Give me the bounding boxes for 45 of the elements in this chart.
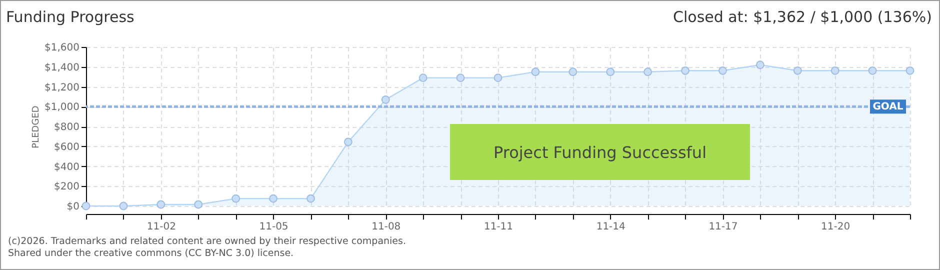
- y-tick-label: $1,000: [44, 102, 80, 114]
- y-tick-label: $800: [54, 122, 80, 133]
- point: [830, 66, 840, 75]
- x-tick-label: 11-20: [821, 222, 850, 232]
- ref-line-label: GOAL: [872, 102, 904, 113]
- point: [644, 68, 652, 76]
- point: [232, 194, 240, 203]
- point: [868, 66, 877, 75]
- point: [194, 200, 203, 209]
- point: [156, 200, 166, 209]
- point: [718, 66, 727, 75]
- point: [531, 68, 540, 76]
- y-tick-label: $1,600: [44, 42, 80, 54]
- x-tick-label: 11-02: [146, 222, 176, 232]
- text: (c)2026. Trademarks and related content are owned by their respective companies.: [8, 236, 406, 248]
- x-tick-label: 11-08: [372, 222, 401, 232]
- y-tick-label: $0: [66, 202, 80, 212]
- point: [381, 95, 390, 104]
- chart-title: Funding Progress: [6, 8, 134, 26]
- point: [906, 66, 914, 75]
- x-tick-label: 11-17: [708, 222, 738, 232]
- point: [456, 74, 465, 82]
- y-tick-label: $600: [54, 142, 80, 153]
- point: [793, 66, 802, 75]
- point: [494, 74, 502, 82]
- y-tick-label: $200: [54, 182, 80, 193]
- point: [344, 138, 352, 146]
- x-tick-label: 11-14: [596, 222, 626, 232]
- point: [306, 194, 315, 203]
- point: [606, 68, 615, 76]
- chart-subtitle: Closed at: $1,362 / $1,000 (136%): [673, 8, 932, 26]
- point: [568, 68, 578, 76]
- y-tick-label: $1,200: [44, 82, 80, 94]
- y-axis-title: PLEDGED: [32, 106, 42, 148]
- x-tick-label: 11-11: [484, 222, 514, 232]
- y-tick-label: $1,400: [44, 62, 80, 74]
- x-tick-label: 11-05: [259, 222, 288, 232]
- point: [681, 66, 690, 75]
- point: [119, 202, 128, 210]
- point: [269, 194, 278, 203]
- point: [418, 74, 428, 82]
- banner-box: Project Funding Successful: [450, 124, 750, 180]
- point: [756, 60, 764, 70]
- y-tick-label: $400: [54, 162, 80, 173]
- text: Shared under the creative commons (CC BY-NC 3.0) license.: [8, 248, 295, 260]
